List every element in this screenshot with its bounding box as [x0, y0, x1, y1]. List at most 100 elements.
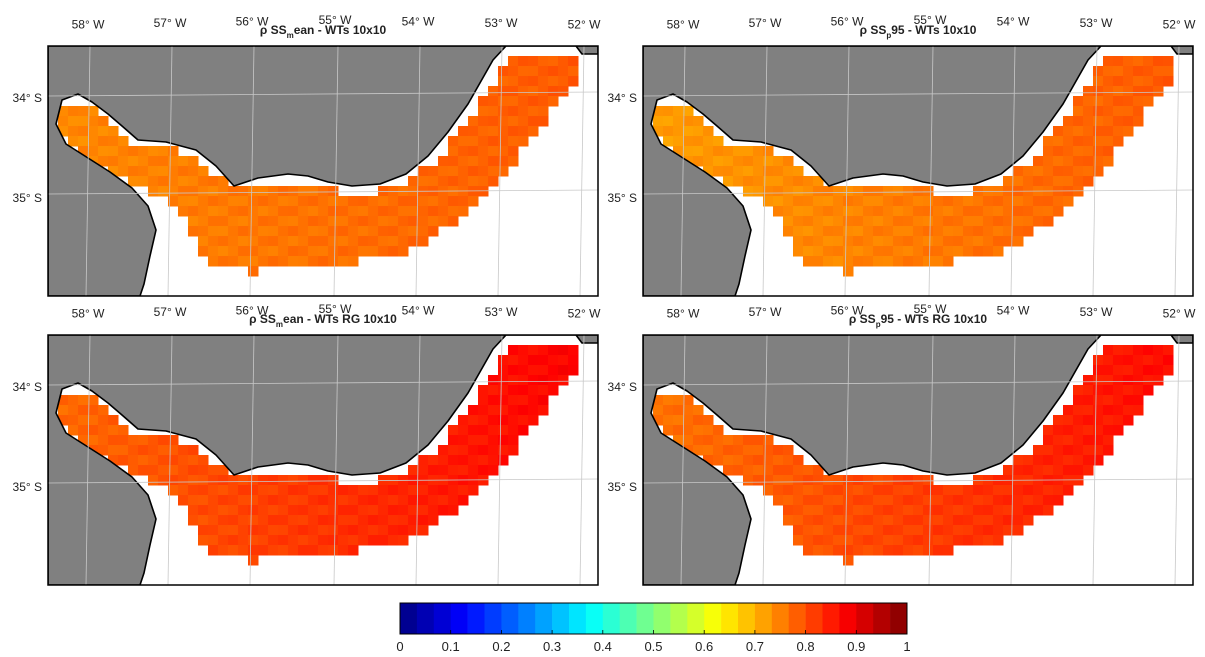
grid-cell [308, 485, 319, 496]
grid-cell [548, 86, 559, 97]
grid-cell [803, 475, 814, 486]
grid-cell [1043, 495, 1054, 506]
grid-cell [733, 166, 744, 177]
grid-cell [278, 246, 289, 257]
colorbar-swatch [856, 603, 874, 634]
grid-cell [328, 495, 339, 506]
grid-cell [1153, 365, 1164, 376]
grid-cell [508, 405, 519, 416]
grid-cell [1133, 385, 1144, 396]
grid-cell [338, 256, 349, 267]
grid-cell [258, 515, 269, 526]
grid-cell [813, 505, 824, 516]
grid-cell [1023, 465, 1034, 476]
grid-cell [558, 56, 569, 67]
grid-cell [843, 515, 854, 526]
grid-cell [98, 146, 109, 157]
grid-cell [813, 256, 824, 267]
grid-cell [873, 475, 884, 486]
grid-cell [498, 445, 509, 456]
grid-cell [953, 246, 964, 257]
grid-cell [108, 156, 119, 167]
grid-cell [863, 246, 874, 257]
grid-cell [1023, 515, 1034, 526]
grid-cell [1073, 475, 1084, 486]
grid-cell [368, 216, 379, 227]
grid-cell [328, 525, 339, 536]
grid-cell [238, 216, 249, 227]
grid-cell [1103, 116, 1114, 127]
grid-cell [1053, 435, 1064, 446]
grid-cell [218, 206, 229, 217]
grid-cell [438, 455, 449, 466]
grid-cell [348, 535, 359, 546]
grid-cell [773, 186, 784, 197]
grid-cell [498, 76, 509, 87]
grid-cell [803, 256, 814, 267]
grid-cell [348, 525, 359, 536]
grid-cell [478, 146, 489, 157]
grid-cell [198, 525, 209, 536]
grid-cell [863, 545, 874, 556]
grid-cell [468, 455, 479, 466]
grid-cell [228, 186, 239, 197]
grid-cell [1103, 146, 1114, 157]
grid-cell [438, 445, 449, 456]
grid-cell [913, 256, 924, 267]
grid-cell [78, 106, 89, 117]
grid-cell [793, 505, 804, 516]
grid-cell [783, 206, 794, 217]
grid-cell [943, 196, 954, 207]
grid-cell [228, 485, 239, 496]
grid-cell [478, 126, 489, 137]
grid-cell [398, 246, 409, 257]
grid-cell [458, 445, 469, 456]
grid-cell [238, 226, 249, 237]
colorbar-swatch [788, 603, 806, 634]
grid-cell [528, 116, 539, 127]
grid-cell [498, 395, 509, 406]
grid-cell [448, 176, 459, 187]
grid-cell [983, 196, 994, 207]
grid-cell [1093, 365, 1104, 376]
grid-cell [148, 146, 159, 157]
grid-cell [258, 246, 269, 257]
grid-cell [763, 156, 774, 167]
grid-cell [158, 455, 169, 466]
grid-cell [538, 395, 549, 406]
grid-cell [458, 455, 469, 466]
grid-cell [168, 166, 179, 177]
grid-cell [238, 505, 249, 516]
grid-cell [1053, 176, 1064, 187]
grid-cell [1103, 445, 1114, 456]
grid-cell [833, 535, 844, 546]
grid-cell [753, 176, 764, 187]
grid-cell [298, 236, 309, 247]
grid-cell [208, 226, 219, 237]
grid-cell [1013, 196, 1024, 207]
grid-cell [428, 495, 439, 506]
grid-cell [568, 365, 579, 376]
grid-cell [488, 156, 499, 167]
grid-cell [408, 505, 419, 516]
grid-cell [1133, 345, 1144, 356]
grid-cell [458, 206, 469, 217]
grid-cell [1003, 485, 1014, 496]
grid-cell [873, 226, 884, 237]
colorbar-swatch [687, 603, 705, 634]
grid-cell [528, 385, 539, 396]
grid-cell [673, 425, 684, 436]
grid-cell [258, 505, 269, 516]
grid-cell [148, 465, 159, 476]
grid-cell [883, 256, 894, 267]
grid-cell [458, 126, 469, 137]
grid-cell [58, 116, 69, 127]
colorbar-swatch [704, 603, 722, 634]
grid-cell [853, 495, 864, 506]
grid-cell [913, 186, 924, 197]
grid-cell [338, 505, 349, 516]
grid-cell [468, 116, 479, 127]
grid-cell [1033, 465, 1044, 476]
grid-cell [823, 186, 834, 197]
grid-cell [488, 405, 499, 416]
